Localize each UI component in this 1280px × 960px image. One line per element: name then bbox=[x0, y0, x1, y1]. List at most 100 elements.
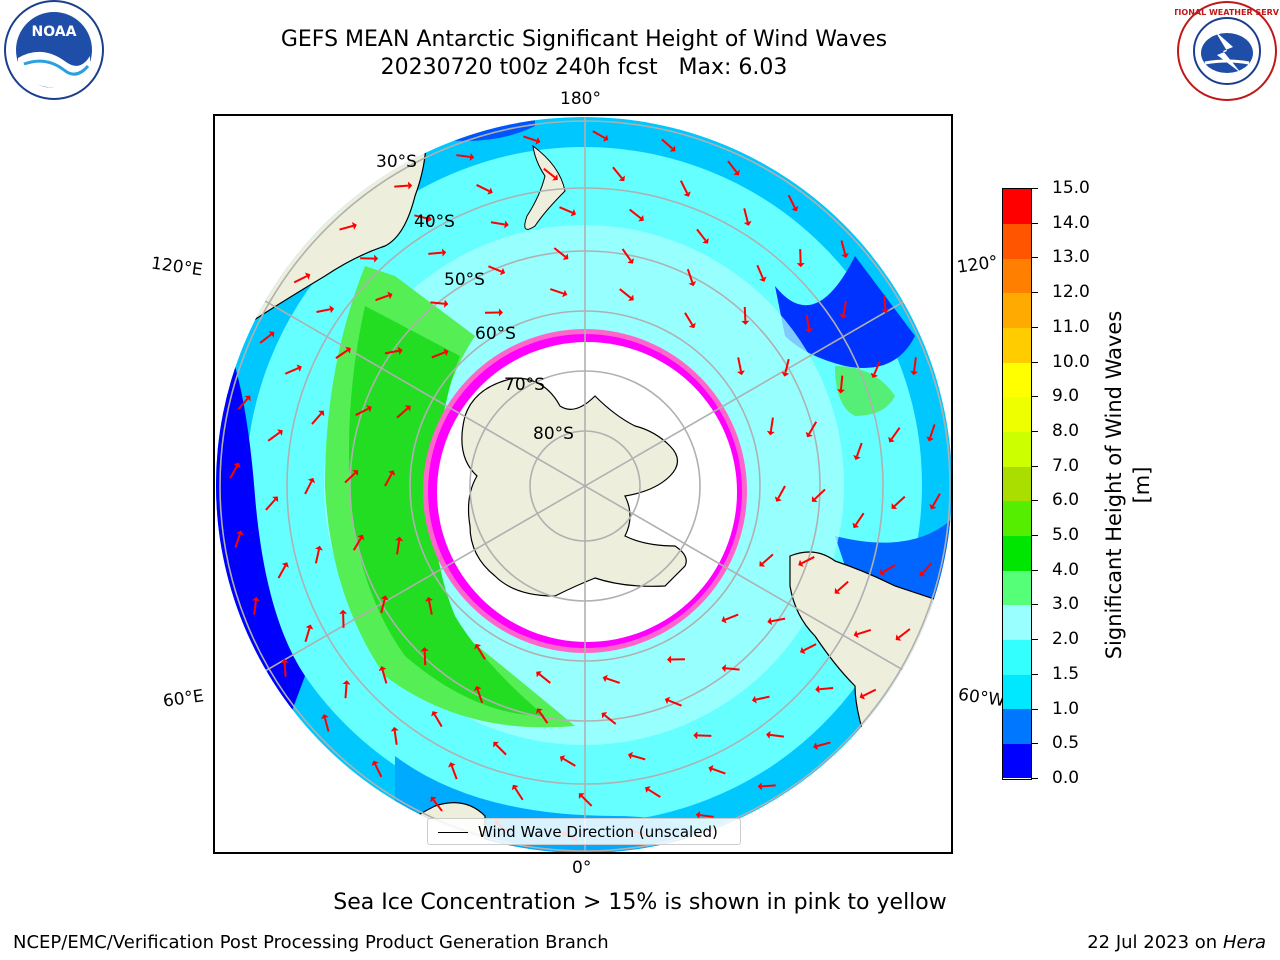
wind-arrow-head bbox=[781, 371, 790, 377]
wind-arrow-shaft bbox=[801, 556, 815, 565]
wind-arrow-shaft bbox=[450, 765, 458, 780]
wind-arrow-head bbox=[425, 596, 433, 602]
wind-arrow-head bbox=[390, 726, 399, 732]
wind-arrow-shaft bbox=[819, 687, 834, 691]
colorbar-tick-label: 3.0 bbox=[1052, 594, 1080, 615]
lat-label-50s: 50°S bbox=[444, 270, 485, 290]
wind-arrow-shaft bbox=[883, 295, 887, 310]
wind-arrow-head bbox=[602, 134, 609, 142]
wind-arrow-shaft bbox=[304, 481, 313, 495]
wind-arrow-head bbox=[296, 364, 302, 372]
wind-arrow-head bbox=[767, 617, 772, 626]
wind-arrow-head bbox=[813, 742, 818, 750]
wind-arrow-head bbox=[469, 152, 475, 161]
wind-arrow-head bbox=[766, 730, 771, 739]
colorbar-bin bbox=[1003, 500, 1031, 536]
wind-arrow-shaft bbox=[431, 351, 446, 359]
wind-arrow-shaft bbox=[668, 699, 682, 707]
new-zealand-landmass bbox=[524, 144, 566, 230]
lat-label-70s: 70°S bbox=[504, 375, 545, 395]
wind-arrow-shaft bbox=[396, 540, 401, 555]
colorbar-tick-label: 14.0 bbox=[1052, 212, 1090, 233]
wind-arrow-head bbox=[499, 267, 506, 276]
wind-arrow-head bbox=[853, 630, 859, 638]
wind-arrow-head bbox=[815, 685, 820, 694]
wind-arrow-shaft bbox=[430, 301, 445, 305]
colorbar-tick-mark bbox=[1032, 535, 1038, 537]
map-title-line1: GEFS MEAN Antarctic Significant Height o… bbox=[280, 27, 888, 52]
wind-arrow-head bbox=[628, 294, 634, 301]
wind-arrow-head bbox=[552, 174, 558, 181]
colorbar-tick-label: 12.0 bbox=[1052, 282, 1090, 303]
wind-arrow-shaft bbox=[381, 669, 388, 684]
wind-arrow-head bbox=[511, 784, 519, 791]
wind-arrow-head bbox=[493, 741, 499, 748]
bright-green-wave-core bbox=[349, 306, 545, 716]
wind-arrow-shaft bbox=[921, 562, 933, 575]
colorbar-bin bbox=[1003, 189, 1031, 225]
wind-arrow-shaft bbox=[277, 565, 287, 579]
wind-arrow-shaft bbox=[862, 688, 877, 697]
colorbar-tick-label: 2.0 bbox=[1052, 629, 1080, 650]
wind-arrow-head bbox=[774, 496, 782, 502]
wind-arrow-shaft bbox=[314, 549, 320, 564]
wind-arrow-shaft bbox=[769, 417, 774, 432]
colorbar-tick-label: 8.0 bbox=[1052, 420, 1080, 441]
colorbar-tick-label: 11.0 bbox=[1052, 316, 1090, 337]
wind-arrow-shaft bbox=[606, 677, 621, 684]
wind-arrow-shaft bbox=[476, 184, 490, 192]
noaa-logo-text: NOAA bbox=[32, 24, 77, 40]
colorbar-tick-label: 9.0 bbox=[1052, 386, 1080, 407]
wind-arrow-shaft bbox=[538, 711, 549, 724]
colorbar-tick-label: 7.0 bbox=[1052, 455, 1080, 476]
wind-arrow-shaft bbox=[631, 754, 646, 761]
wind-arrow-head bbox=[645, 786, 651, 793]
wind-arrow-head bbox=[304, 272, 311, 280]
colorbar-tick-mark bbox=[1032, 430, 1038, 432]
wind-arrow-shaft bbox=[476, 646, 486, 660]
wind-arrow-shaft bbox=[805, 314, 810, 330]
colorbar-tick-label: 1.5 bbox=[1052, 663, 1080, 684]
wind-arrow-head bbox=[688, 322, 696, 329]
colorbar-bin bbox=[1003, 604, 1031, 640]
wind-arrow-head bbox=[743, 221, 752, 226]
wind-arrow-shaft bbox=[711, 767, 726, 775]
legend-text: Wind Wave Direction (unscaled) bbox=[478, 823, 718, 841]
wind-arrow-head bbox=[693, 731, 698, 740]
wind-arrow-shaft bbox=[414, 214, 429, 220]
wind-arrow-shaft bbox=[612, 166, 623, 179]
nws-logo-icon: NATIONAL WEATHER SERVICE bbox=[1161, 1, 1280, 109]
wind-arrow-shaft bbox=[882, 564, 896, 574]
wind-arrow-head bbox=[602, 674, 608, 683]
colorbar-bin bbox=[1003, 570, 1031, 606]
wind-arrow-head bbox=[837, 389, 845, 394]
wind-arrow-shaft bbox=[839, 375, 844, 390]
wind-arrow-shaft bbox=[339, 224, 354, 231]
wind-arrow-shaft bbox=[932, 493, 941, 507]
wind-arrow-head bbox=[853, 454, 861, 460]
wind-arrow-head bbox=[798, 559, 804, 567]
wind-arrow-shaft bbox=[380, 599, 386, 614]
colorbar-bin bbox=[1003, 535, 1031, 571]
wind-arrow-shaft bbox=[393, 730, 398, 745]
wind-arrow-shaft bbox=[873, 361, 881, 375]
colorbar-tick-mark bbox=[1032, 708, 1038, 710]
wind-arrow-shaft bbox=[784, 358, 790, 373]
wind-arrow-shaft bbox=[755, 695, 770, 701]
wind-arrow-shaft bbox=[553, 247, 566, 258]
wind-arrow-shaft bbox=[761, 784, 776, 788]
colorbar-bin bbox=[1003, 396, 1031, 433]
colorbar-tick-mark bbox=[1032, 604, 1038, 606]
wind-arrow-shaft bbox=[890, 427, 901, 440]
colorbar-bin bbox=[1003, 639, 1031, 675]
wind-arrow-head bbox=[307, 477, 316, 484]
wind-arrow-head bbox=[281, 562, 289, 568]
wind-arrow-shaft bbox=[374, 763, 383, 778]
wind-arrow-shaft bbox=[284, 367, 299, 375]
wind-arrow-head bbox=[683, 191, 691, 197]
wind-arrow-head bbox=[919, 570, 926, 577]
wind-arrow-head bbox=[757, 782, 763, 791]
colorbar-tick-mark bbox=[1032, 639, 1038, 641]
colorbar-tick-label: 1.0 bbox=[1052, 698, 1080, 719]
wind-arrow-shaft bbox=[384, 473, 393, 487]
